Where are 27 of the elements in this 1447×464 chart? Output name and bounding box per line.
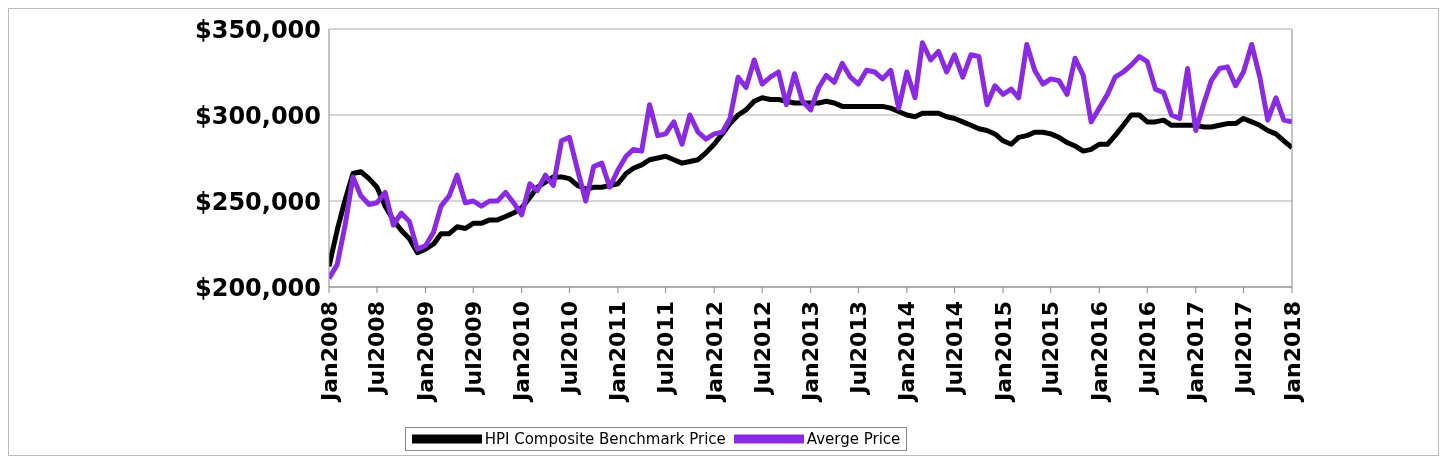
x-tick-label: Jan2010 <box>509 301 535 403</box>
x-tick-label: Jul2010 <box>556 301 582 396</box>
x-tick-label: Jan2018 <box>1279 301 1305 403</box>
x-tick-label: Jan2017 <box>1183 301 1209 403</box>
x-tick-label: Jan2008 <box>316 301 342 403</box>
x-tick-label: Jul2011 <box>653 301 679 396</box>
x-tick-label: Jul2009 <box>460 301 486 396</box>
x-tick-label: Jul2008 <box>364 301 390 396</box>
x-tick-label: Jul2014 <box>942 301 968 396</box>
legend-label: HPI Composite Benchmark Price <box>484 430 726 448</box>
x-tick-label: Jan2013 <box>798 301 824 403</box>
x-tick-label: Jul2012 <box>749 301 775 396</box>
legend-label: Averge Price <box>806 430 901 448</box>
x-tick-label: Jul2015 <box>1038 301 1064 396</box>
y-tick-label: $350,000 <box>194 15 321 44</box>
x-tick-label: Jan2016 <box>1086 301 1112 403</box>
y-tick-label: $250,000 <box>194 187 321 216</box>
x-tick-label: Jul2016 <box>1134 301 1160 396</box>
x-tick-label: Jan2009 <box>412 301 438 403</box>
x-tick-label: Jan2015 <box>990 301 1016 403</box>
x-tick-label: Jan2011 <box>605 301 631 403</box>
y-tick-label: $300,000 <box>194 101 321 130</box>
x-tick-label: Jan2012 <box>701 301 727 403</box>
y-tick-label: $200,000 <box>194 273 321 302</box>
x-tick-label: Jul2013 <box>845 301 871 396</box>
x-tick-label: Jan2014 <box>894 301 920 403</box>
x-tick-label: Jul2017 <box>1230 301 1256 396</box>
